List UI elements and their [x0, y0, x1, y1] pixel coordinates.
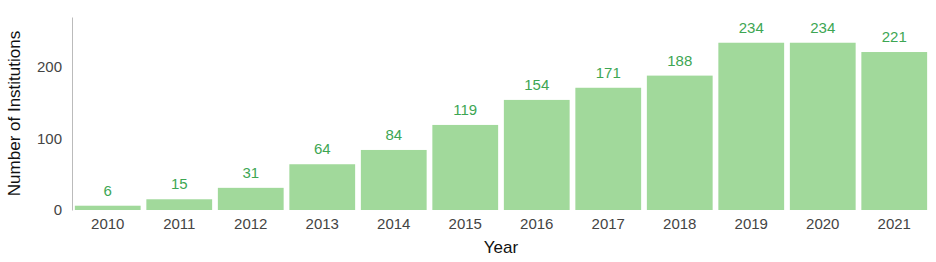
bar: [504, 100, 570, 210]
bar: [861, 52, 927, 210]
data-label: 15: [171, 175, 188, 192]
x-tick-label: 2015: [449, 215, 482, 232]
x-axis-line: [73, 210, 931, 211]
y-tick: 0: [54, 201, 72, 218]
y-tick-label: 200: [37, 58, 62, 75]
chart: 6 15 31 64 84 119 154 171 188 234 234 221 0 100 200 201…: [0, 0, 936, 262]
x-tick: 2019: [735, 210, 768, 232]
x-tick: 2014: [377, 210, 410, 232]
y-axis-line: [72, 18, 73, 211]
data-label: 234: [810, 19, 835, 36]
x-tick: 2011: [163, 210, 195, 232]
x-tick: 2013: [306, 210, 339, 232]
bar: [718, 43, 784, 210]
data-label: 234: [739, 19, 764, 36]
y-tick: 100: [37, 130, 72, 147]
data-label: 64: [314, 140, 331, 157]
x-tick-label: 2012: [234, 215, 267, 232]
data-label: 188: [667, 52, 692, 69]
data-label: 6: [104, 182, 112, 199]
y-tick-label: 0: [54, 201, 62, 218]
bar: [218, 188, 284, 210]
x-tick: 2010: [91, 210, 124, 232]
x-tick: 2017: [592, 210, 625, 232]
bar: [146, 199, 212, 210]
bars: [75, 43, 927, 210]
data-label: 221: [882, 28, 907, 45]
bar: [289, 164, 355, 210]
x-tick-label: 2019: [735, 215, 768, 232]
x-tick: 2015: [449, 210, 482, 232]
x-tick-label: 2013: [306, 215, 339, 232]
y-tick-label: 100: [37, 130, 62, 147]
bar: [432, 125, 498, 210]
x-tick-label: 2018: [663, 215, 696, 232]
x-tick: 2020: [806, 210, 839, 232]
x-tick-label: 2020: [806, 215, 839, 232]
y-axis: 0 100 200: [37, 18, 73, 219]
x-tick-label: 2021: [878, 215, 911, 232]
data-labels: 6 15 31 64 84 119 154 171 188 234 234 221: [104, 19, 907, 199]
x-axis: 2010 2011 2012 2013 2014 2015 2016 2017 2018 2019…: [73, 210, 931, 232]
x-axis-title: Year: [484, 238, 519, 257]
x-tick-label: 2017: [592, 215, 625, 232]
x-tick: 2021: [878, 210, 911, 232]
x-tick: 2016: [520, 210, 553, 232]
y-tick: 200: [37, 58, 72, 75]
bar: [647, 76, 713, 210]
x-tick-label: 2014: [377, 215, 410, 232]
bar: [361, 150, 427, 210]
x-tick-label: 2010: [91, 215, 124, 232]
data-label: 119: [453, 101, 477, 118]
data-label: 154: [524, 76, 549, 93]
x-tick: 2012: [234, 210, 267, 232]
y-axis-title: Number of Institutions: [5, 31, 24, 196]
data-label: 84: [385, 126, 402, 143]
plot: 6 15 31 64 84 119 154 171 188 234 234 221 0 100 200 201…: [37, 18, 931, 232]
bar: [790, 43, 856, 210]
x-tick-label: 2011: [163, 215, 195, 232]
data-label: 171: [596, 64, 621, 81]
bar: [75, 206, 141, 210]
data-label: 31: [242, 164, 259, 181]
bar: [575, 88, 641, 210]
x-tick: 2018: [663, 210, 696, 232]
x-tick-label: 2016: [520, 215, 553, 232]
